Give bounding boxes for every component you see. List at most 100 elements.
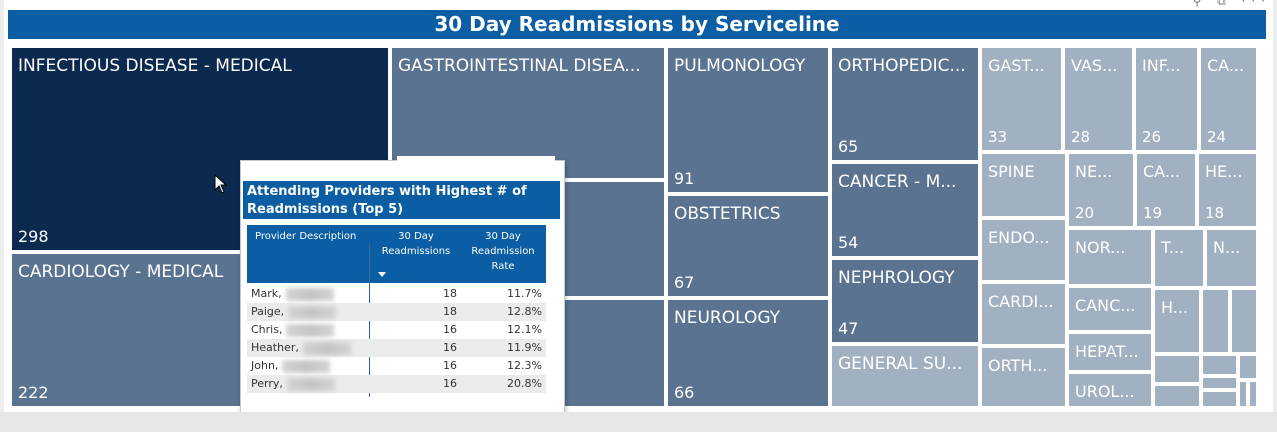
provider-name: Perry, [251,377,335,391]
treemap-tile-small[interactable] [1230,288,1258,354]
tile-label: HE... [1205,162,1243,181]
readmission-rate-cell: 11.7% [507,287,542,300]
tile-value: 26 [1142,128,1162,146]
treemap-tile[interactable]: CA... 19 [1135,152,1197,228]
tile-label: NE... [1075,162,1113,181]
tile-value: 222 [18,383,49,402]
readmission-rate-cell: 12.3% [507,359,542,372]
treemap-tile-small[interactable] [1201,390,1238,408]
treemap-tile[interactable]: CA... 24 [1199,46,1258,152]
sort-descending-icon[interactable] [378,272,386,277]
treemap-tile-small[interactable] [1153,354,1201,384]
header-30-day-readmission-rate[interactable]: 30 Day Readmission Rate [471,231,535,272]
redacted-surname [282,359,331,373]
table-row: Heather, 16 11.9% [247,339,546,357]
redacted-surname [285,287,334,301]
treemap-tile-small[interactable] [1153,384,1201,408]
table-row: Perry, 16 20.8% [247,375,546,393]
tile-value: 18 [1205,204,1225,222]
tile-label: CARDI... [988,292,1054,311]
treemap-tile[interactable]: NEUROLOGY 66 [666,298,830,408]
provider-name: Chris, [251,323,335,337]
treemap-tile[interactable]: GAST... 33 [980,46,1063,152]
treemap-tile-small[interactable] [1238,354,1258,380]
tile-label: H... [1161,298,1189,317]
treemap-tile[interactable]: HE... 18 [1197,152,1258,228]
tile-value: 33 [988,128,1008,146]
treemap-tile-small[interactable] [1201,354,1238,376]
treemap-tile-small[interactable] [1248,380,1258,408]
treemap-tile[interactable]: NOR... [1067,228,1153,286]
tile-label: UROL... [1075,382,1135,401]
tooltip-top-strip [397,156,555,161]
tile-value: 47 [838,319,859,338]
tile-label: INFECTIOUS DISEASE - MEDICAL [18,56,292,76]
tile-label: ORTH... [988,356,1048,375]
redacted-surname [286,323,335,337]
tooltip-panel: Attending Providers with Highest # of Re… [240,156,565,424]
treemap-tile[interactable]: GENERAL SU... [830,344,980,408]
tile-label: VAS... [1071,56,1118,75]
readmissions-cell: 18 [443,287,457,300]
treemap-tile[interactable]: NE... 20 [1067,152,1135,228]
mouse-pointer-icon [214,174,228,194]
readmission-rate-cell: 12.1% [507,323,542,336]
tile-label: T... [1161,238,1185,257]
readmissions-cell: 16 [443,359,457,372]
header-30-day-readmissions[interactable]: 30 Day Readmissions [381,231,451,257]
tile-label: INF... [1142,56,1181,75]
treemap-tile[interactable]: N... [1205,228,1258,288]
redacted-surname [302,341,351,355]
redacted-surname [286,377,335,391]
treemap-tile[interactable]: CANC... [1067,286,1153,332]
treemap-tile[interactable]: ENDO... [980,218,1067,282]
tile-value: 66 [674,383,695,402]
tile-label: SPINE [988,162,1035,181]
treemap-tile[interactable]: VAS... 28 [1063,46,1134,152]
treemap-tile[interactable]: H... [1153,288,1201,354]
treemap-tile[interactable]: INF... 26 [1134,46,1199,152]
header-provider-description[interactable]: Provider Description [255,231,357,242]
tile-label: HEPAT... [1075,342,1139,361]
treemap-tile[interactable]: CARDI... [980,282,1067,346]
table-row: Mark, 18 11.7% [247,285,546,303]
treemap-tile[interactable]: ORTH... [980,346,1067,408]
tile-label: CARDIOLOGY - MEDICAL [18,262,224,282]
tile-label: CA... [1143,162,1181,181]
tile-label: ORTHOPEDIC... [838,56,966,76]
readmission-rate-cell: 12.8% [507,305,542,318]
treemap-tile-small[interactable] [1238,380,1248,408]
readmissions-cell: 16 [443,323,457,336]
tile-value: 19 [1143,204,1163,222]
treemap-tile-small[interactable] [1201,376,1238,390]
treemap-tile[interactable]: PULMONOLOGY 91 [666,46,830,194]
tile-value: 24 [1207,128,1227,146]
tile-label: NEPHROLOGY [838,268,955,288]
tooltip-title: Attending Providers with Highest # of Re… [243,181,560,219]
visual-header-icons[interactable]: ⚲ ⧉ ··· [1192,0,1271,8]
tooltip-table-body: Mark, 18 11.7% Paige, 18 12.8% Chris, 16… [247,285,546,393]
treemap-tile[interactable]: HEPAT... [1067,332,1153,372]
treemap-tile[interactable]: UROL... [1067,372,1153,408]
treemap-tile[interactable]: NEPHROLOGY 47 [830,258,980,344]
tile-label: NOR... [1075,238,1126,257]
tile-value: 28 [1071,128,1091,146]
treemap-tile[interactable]: CANCER - M... 54 [830,162,980,258]
treemap-tile[interactable]: SPINE [980,152,1067,218]
treemap-tile[interactable]: ORTHOPEDIC... 65 [830,46,980,162]
readmission-rate-cell: 11.9% [507,341,542,354]
readmissions-cell: 18 [443,305,457,318]
tile-label: GENERAL SU... [838,354,963,374]
provider-name: Mark, [251,287,334,301]
tile-label: PULMONOLOGY [674,56,806,76]
provider-name: Paige, [251,305,337,319]
tooltip-table-header: Provider Description 30 Day Readmissions… [247,225,546,283]
treemap-tile[interactable]: OBSTETRICS 67 [666,194,830,298]
tile-value: 54 [838,233,859,252]
table-row: Chris, 16 12.1% [247,321,546,339]
treemap-tile-small[interactable] [1201,288,1230,354]
treemap-tile[interactable]: T... [1153,228,1205,288]
tile-label: GAST... [988,56,1045,75]
tile-value: 91 [674,169,695,188]
chart-title: 30 Day Readmissions by Serviceline [8,10,1266,39]
